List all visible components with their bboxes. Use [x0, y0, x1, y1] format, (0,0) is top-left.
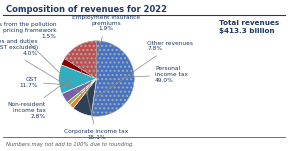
Text: Non-resident
income tax
2.8%: Non-resident income tax 2.8%: [7, 77, 73, 119]
Wedge shape: [65, 41, 96, 79]
Wedge shape: [73, 79, 96, 116]
Ellipse shape: [58, 78, 135, 85]
Text: Corporate income tax
15.1%: Corporate income tax 15.1%: [64, 67, 129, 140]
Wedge shape: [67, 79, 96, 105]
Text: Total revenues
$413.3 billion: Total revenues $413.3 billion: [219, 20, 279, 34]
Text: Composition of revenues for 2022: Composition of revenues for 2022: [6, 5, 167, 14]
Text: Other revenues
7.8%: Other revenues 7.8%: [95, 40, 194, 98]
Text: Numbers may not add to 100% due to rounding.: Numbers may not add to 100% due to round…: [6, 142, 134, 147]
Wedge shape: [70, 79, 96, 108]
Wedge shape: [59, 65, 96, 94]
Text: GST
11.7%: GST 11.7%: [19, 77, 73, 88]
Wedge shape: [62, 79, 96, 102]
Text: Personal
income tax
49.0%: Personal income tax 49.0%: [121, 66, 188, 83]
Text: Other taxes and duties
(GST excluded)
4.0%: Other taxes and duties (GST excluded) 4.…: [0, 39, 79, 93]
Text: Employment Insurance
premiums
1.9%: Employment Insurance premiums 1.9%: [72, 15, 140, 95]
Text: Proceeds from the pollution
pricing framework
1.5%: Proceeds from the pollution pricing fram…: [0, 22, 82, 95]
Wedge shape: [61, 58, 96, 79]
Wedge shape: [91, 41, 134, 116]
